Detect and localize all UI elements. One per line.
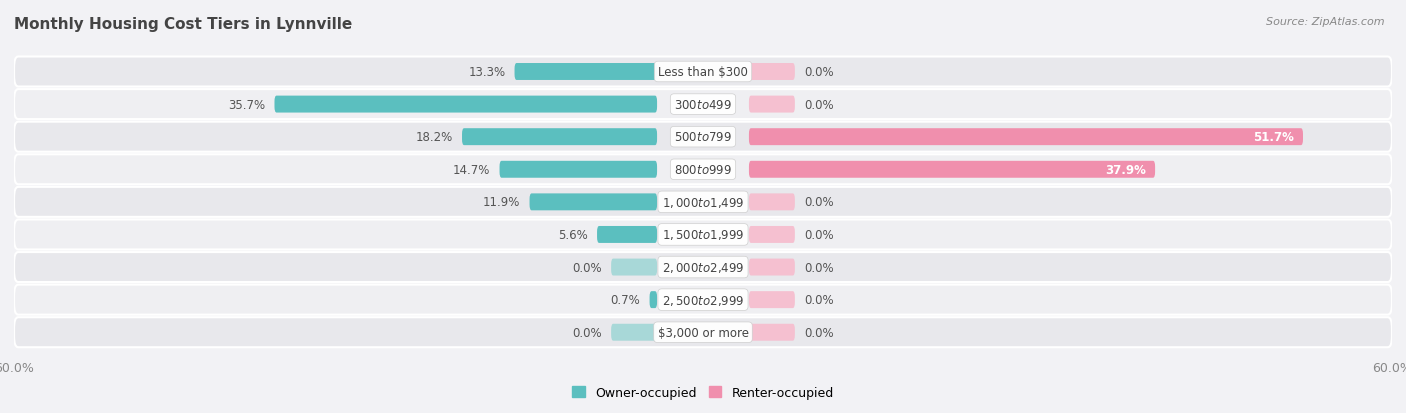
Text: 0.0%: 0.0% (804, 228, 834, 241)
FancyBboxPatch shape (749, 226, 794, 243)
FancyBboxPatch shape (14, 285, 1392, 315)
Text: Source: ZipAtlas.com: Source: ZipAtlas.com (1267, 17, 1385, 26)
FancyBboxPatch shape (612, 259, 657, 276)
Text: Less than $300: Less than $300 (658, 66, 748, 79)
FancyBboxPatch shape (749, 259, 794, 276)
Text: 0.0%: 0.0% (804, 326, 834, 339)
Text: 0.0%: 0.0% (804, 98, 834, 112)
Text: 0.0%: 0.0% (804, 66, 834, 79)
Text: 13.3%: 13.3% (468, 66, 505, 79)
FancyBboxPatch shape (749, 96, 794, 113)
Text: 5.6%: 5.6% (558, 228, 588, 241)
FancyBboxPatch shape (14, 220, 1392, 250)
Text: 51.7%: 51.7% (1253, 131, 1294, 144)
FancyBboxPatch shape (14, 155, 1392, 185)
FancyBboxPatch shape (14, 188, 1392, 217)
Text: 0.0%: 0.0% (572, 261, 602, 274)
FancyBboxPatch shape (749, 161, 1156, 178)
Text: 0.0%: 0.0% (804, 196, 834, 209)
FancyBboxPatch shape (274, 96, 657, 113)
Text: $1,500 to $1,999: $1,500 to $1,999 (662, 228, 744, 242)
Text: 18.2%: 18.2% (416, 131, 453, 144)
Text: 11.9%: 11.9% (484, 196, 520, 209)
FancyBboxPatch shape (14, 90, 1392, 120)
Text: 0.0%: 0.0% (804, 261, 834, 274)
Text: $800 to $999: $800 to $999 (673, 164, 733, 176)
Text: 0.0%: 0.0% (804, 293, 834, 306)
Text: $2,500 to $2,999: $2,500 to $2,999 (662, 293, 744, 307)
Text: $1,000 to $1,499: $1,000 to $1,499 (662, 195, 744, 209)
Text: $3,000 or more: $3,000 or more (658, 326, 748, 339)
Text: Monthly Housing Cost Tiers in Lynnville: Monthly Housing Cost Tiers in Lynnville (14, 17, 353, 32)
FancyBboxPatch shape (749, 292, 794, 309)
FancyBboxPatch shape (598, 226, 657, 243)
FancyBboxPatch shape (650, 292, 657, 309)
FancyBboxPatch shape (515, 64, 657, 81)
FancyBboxPatch shape (499, 161, 657, 178)
FancyBboxPatch shape (14, 318, 1392, 347)
Text: 0.0%: 0.0% (572, 326, 602, 339)
Text: 0.7%: 0.7% (610, 293, 640, 306)
FancyBboxPatch shape (14, 122, 1392, 152)
Legend: Owner-occupied, Renter-occupied: Owner-occupied, Renter-occupied (568, 381, 838, 404)
FancyBboxPatch shape (749, 324, 794, 341)
FancyBboxPatch shape (530, 194, 657, 211)
Text: 37.9%: 37.9% (1105, 164, 1146, 176)
FancyBboxPatch shape (749, 129, 1303, 146)
Text: 35.7%: 35.7% (228, 98, 266, 112)
FancyBboxPatch shape (14, 57, 1392, 87)
Text: $500 to $799: $500 to $799 (673, 131, 733, 144)
FancyBboxPatch shape (749, 64, 794, 81)
Text: $2,000 to $2,499: $2,000 to $2,499 (662, 261, 744, 274)
FancyBboxPatch shape (749, 194, 794, 211)
FancyBboxPatch shape (14, 252, 1392, 282)
Text: $300 to $499: $300 to $499 (673, 98, 733, 112)
FancyBboxPatch shape (612, 324, 657, 341)
FancyBboxPatch shape (463, 129, 657, 146)
Text: 14.7%: 14.7% (453, 164, 491, 176)
